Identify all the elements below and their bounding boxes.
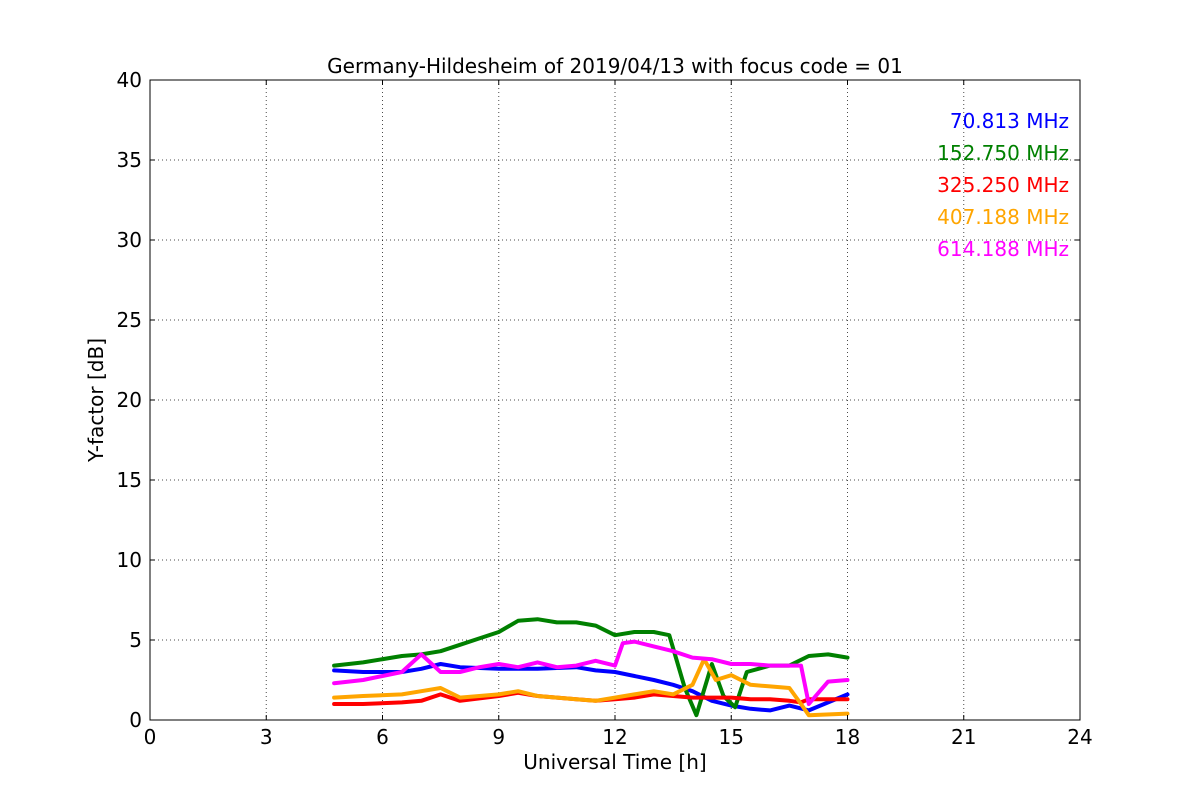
series-line-3 <box>332 690 850 706</box>
y-tick-label: 10 <box>117 548 142 572</box>
legend-entry-3: 325.250 MHz <box>937 173 1069 197</box>
legend-entry-4: 407.188 MHz <box>937 205 1069 229</box>
series-line-5 <box>332 639 850 706</box>
x-tick-label: 15 <box>719 725 744 749</box>
y-tick-label: 40 <box>117 68 142 92</box>
x-tick-label: 6 <box>376 725 389 749</box>
chart-title: Germany-Hildesheim of 2019/04/13 with fo… <box>327 54 903 78</box>
legend: 70.813 MHz 152.750 MHz 325.250 MHz 407.188 … <box>937 109 1069 261</box>
series-line-1 <box>332 662 850 713</box>
y-tick-label: 30 <box>117 228 142 252</box>
x-tick-label: 0 <box>144 725 157 749</box>
x-tick-label: 9 <box>492 725 505 749</box>
x-tick-label: 12 <box>602 725 627 749</box>
ticks: 0 3 6 9 12 15 18 21 24 0 5 10 15 20 25 30 35 40 <box>117 68 1093 749</box>
series-layer <box>332 617 850 718</box>
legend-entry-2: 152.750 MHz <box>937 141 1069 165</box>
legend-entry-1: 70.813 MHz <box>950 109 1069 133</box>
y-tick-label: 0 <box>129 708 142 732</box>
y-axis-label: Y-factor [dB] <box>84 338 108 463</box>
y-tick-label: 35 <box>117 148 142 172</box>
y-tick-label: 20 <box>117 388 142 412</box>
y-tick-label: 15 <box>117 468 142 492</box>
y-tick-label: 25 <box>117 308 142 332</box>
x-tick-label: 21 <box>951 725 976 749</box>
x-tick-label: 18 <box>835 725 860 749</box>
legend-entry-5: 614.188 MHz <box>937 237 1069 261</box>
y-tick-label: 5 <box>129 628 142 652</box>
x-tick-label: 24 <box>1067 725 1092 749</box>
x-tick-label: 3 <box>260 725 273 749</box>
series-line-4 <box>332 657 850 718</box>
grid <box>150 80 1080 720</box>
x-axis-label: Universal Time [h] <box>523 750 706 774</box>
series-line-2 <box>332 617 850 718</box>
